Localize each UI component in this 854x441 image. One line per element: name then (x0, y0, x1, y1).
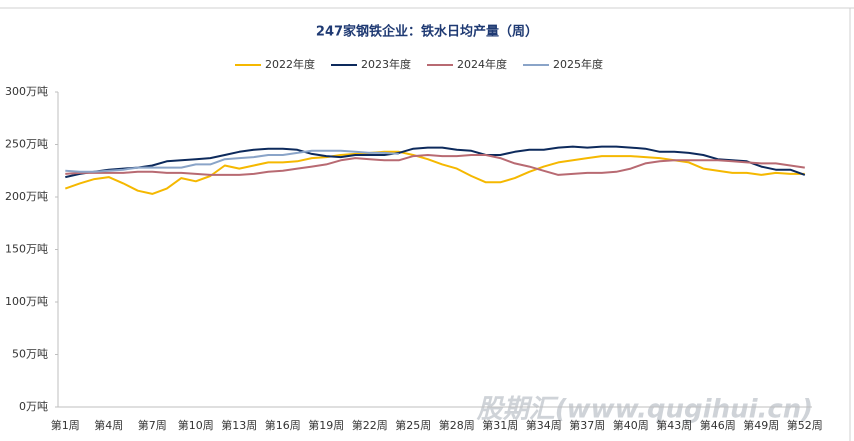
x-tick-label: 第34周 (526, 418, 562, 432)
y-tick-label: 150万吨 (5, 243, 48, 256)
y-tick-label: 250万吨 (5, 138, 48, 151)
x-tick-label: 第19周 (308, 418, 344, 432)
x-tick-label: 第1周 (51, 418, 80, 432)
legend-label: 2024年度 (457, 57, 507, 71)
x-tick-label: 第7周 (138, 418, 167, 432)
legend-label: 2023年度 (361, 57, 411, 71)
y-tick-label: 300万吨 (5, 85, 48, 98)
x-tick-label: 第4周 (94, 418, 123, 432)
series-line (65, 149, 399, 173)
x-tick-label: 第25周 (395, 418, 431, 432)
x-tick-label: 第31周 (482, 418, 518, 432)
y-tick-label: 100万吨 (5, 295, 48, 308)
series-line (65, 145, 806, 179)
x-tick-label: 第46周 (700, 418, 736, 432)
x-tick-label: 第28周 (439, 418, 475, 432)
chart-title: 247家钢铁企业：铁水日均产量（周） (316, 24, 538, 40)
series-line (65, 154, 805, 176)
legend-label: 2025年度 (553, 57, 603, 71)
x-tick-label: 第40周 (613, 418, 649, 432)
x-tick-label: 第13周 (221, 418, 257, 432)
x-tick-label: 第37周 (569, 418, 605, 432)
x-tick-label: 第52周 (787, 418, 823, 432)
x-tick-label: 第43周 (656, 418, 692, 432)
y-tick-label: 50万吨 (12, 348, 48, 361)
x-tick-label: 第22周 (352, 418, 388, 432)
x-tick-label: 第49周 (743, 418, 779, 432)
series-line (64, 150, 805, 195)
y-tick-label: 200万吨 (5, 190, 48, 203)
y-tick-label: 0万吨 (19, 400, 48, 413)
x-tick-label: 第16周 (265, 418, 301, 432)
legend-label: 2022年度 (265, 57, 315, 71)
x-tick-label: 第10周 (178, 418, 214, 432)
watermark: 股期汇(www.qugihui.cn) (476, 395, 813, 425)
